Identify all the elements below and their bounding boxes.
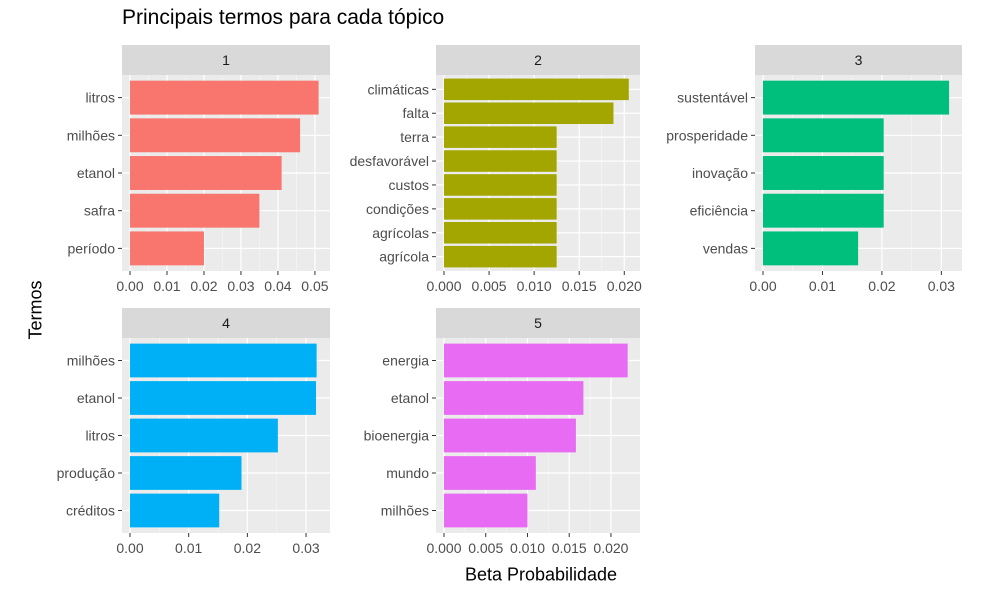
bar-milhões (444, 493, 528, 528)
bar-inovação (763, 156, 884, 190)
y-tick-label: litros (85, 428, 115, 444)
x-tick-label: 0.00 (116, 540, 143, 556)
x-tick-label: 0.015 (562, 278, 597, 294)
y-tick-label: terra (400, 129, 429, 145)
facet-strip (436, 45, 640, 75)
bar-produção (130, 456, 242, 490)
facet-panel-4: 4 milhões etanol litros produção créditos 0.00… (57, 308, 330, 556)
bar-eficiência (763, 193, 884, 228)
x-tick-label: 0.01 (809, 278, 836, 294)
bar-milhões (130, 343, 317, 378)
x-tick-label: 0.02 (234, 540, 261, 556)
y-tick-label: agrícolas (372, 225, 429, 241)
x-tick-label: 0.03 (928, 278, 955, 294)
bar-energia (444, 343, 628, 378)
y-tick-label: milhões (67, 353, 115, 369)
y-tick-label: produção (57, 465, 116, 481)
facet-panel-1: 1 litros milhões etanol safra período 0.00 0.01… (67, 45, 330, 294)
x-tick-label: 0.02 (868, 278, 895, 294)
y-axis-title: Termos (25, 280, 46, 340)
facet-strip-label: 5 (534, 315, 542, 331)
x-tick-label: 0.01 (153, 278, 180, 294)
x-tick-label: 0.005 (472, 278, 507, 294)
bar-custos (444, 174, 557, 196)
x-tick-label: 0.01 (175, 540, 202, 556)
y-tick-label: bioenergia (364, 428, 430, 444)
bar-condições (444, 198, 557, 220)
x-tick-label: 0.000 (426, 540, 461, 556)
facet-panel-5: 5 energia etanol bioenergia mundo milhões 0.00… (364, 308, 640, 556)
x-tick-label: 0.03 (227, 278, 254, 294)
y-tick-label: etanol (391, 390, 429, 406)
facet-strip (755, 45, 962, 75)
bar-etanol (444, 381, 584, 415)
x-axis-title: Beta Probabilidade (464, 564, 618, 585)
y-tick-label: eficiência (690, 203, 749, 219)
y-tick-label: desfavorável (350, 153, 429, 169)
bar-créditos (130, 493, 220, 528)
bar-vendas (763, 231, 859, 266)
bar-agrícolas (444, 222, 557, 244)
y-tick-label: créditos (66, 503, 115, 519)
y-tick-label: etanol (77, 390, 115, 406)
bar-falta (444, 102, 614, 124)
y-tick-label: milhões (381, 503, 429, 519)
chart-title: Principais termos para cada tópico (122, 6, 445, 29)
y-tick-label: mundo (386, 465, 429, 481)
y-tick-label: litros (85, 90, 115, 106)
x-tick-label: 0.020 (593, 540, 628, 556)
bar-terra (444, 126, 557, 148)
y-tick-label: falta (403, 105, 430, 121)
y-tick-label: agrícola (379, 249, 429, 265)
bar-período (130, 231, 204, 266)
x-tick-label: 0.00 (749, 278, 776, 294)
x-tick-label: 0.03 (292, 540, 319, 556)
bar-litros (130, 80, 319, 115)
x-tick-label: 0.015 (552, 540, 587, 556)
y-tick-label: energia (382, 353, 429, 369)
bar-mundo (444, 456, 536, 490)
facet-strip-label: 4 (222, 315, 230, 331)
bar-bioenergia (444, 418, 576, 453)
facet-panel-2: 2 climáticas falta terra desfavorável custos c… (350, 45, 642, 294)
bar-litros (130, 418, 278, 453)
y-tick-label: condições (366, 201, 429, 217)
bar-etanol (130, 156, 282, 190)
bar-prosperidade (763, 118, 884, 153)
y-tick-label: safra (84, 203, 115, 219)
x-tick-label: 0.02 (190, 278, 217, 294)
facet-strip (436, 308, 640, 338)
x-tick-label: 0.010 (517, 278, 552, 294)
bar-milhões (130, 118, 301, 153)
bar-etanol (130, 381, 317, 415)
y-tick-label: etanol (77, 165, 115, 181)
y-tick-label: inovação (692, 165, 748, 181)
y-tick-label: custos (389, 177, 429, 193)
y-tick-label: período (68, 240, 116, 256)
bar-agrícola (444, 245, 557, 268)
x-tick-label: 0.00 (116, 278, 143, 294)
facet-strip (122, 308, 330, 338)
x-tick-label: 0.010 (510, 540, 545, 556)
x-tick-label: 0.05 (301, 278, 328, 294)
bar-safra (130, 193, 260, 228)
facet-panel-3: 3 sustentável prosperidade inovação eficiênc… (666, 45, 962, 294)
x-tick-label: 0.000 (426, 278, 461, 294)
x-tick-label: 0.020 (607, 278, 642, 294)
facet-strip (122, 45, 330, 75)
y-tick-label: sustentável (677, 90, 748, 106)
bar-sustentável (763, 80, 950, 115)
y-tick-label: milhões (67, 127, 115, 143)
y-tick-label: climáticas (368, 81, 429, 97)
facet-strip-label: 1 (222, 52, 230, 68)
y-tick-label: vendas (703, 240, 748, 256)
bar-climáticas (444, 78, 629, 101)
facet-strip-label: 2 (534, 52, 542, 68)
facet-strip-label: 3 (855, 52, 863, 68)
x-tick-label: 0.005 (468, 540, 503, 556)
y-tick-label: prosperidade (666, 127, 748, 143)
x-tick-label: 0.04 (264, 278, 291, 294)
bar-desfavorável (444, 150, 557, 172)
